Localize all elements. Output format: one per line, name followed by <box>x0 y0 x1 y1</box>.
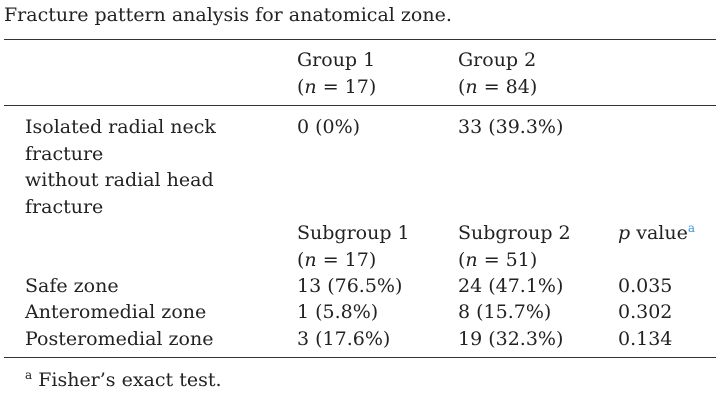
subgroup1-n-open: ( <box>297 248 305 271</box>
subgroup1-label: Subgroup 1 <box>297 222 410 244</box>
p-value-text: value <box>630 222 688 244</box>
table-row-label: Anteromedial zone <box>25 301 207 323</box>
subgroup2-n-open: ( <box>458 248 466 271</box>
subgroup1-n: (n = 17) <box>297 247 410 274</box>
table-row-sub2: 24 (47.1%) <box>458 275 564 297</box>
group1-n: (n = 17) <box>297 74 376 101</box>
isolated-row-label: Isolated radial neck fracture without ra… <box>25 114 216 220</box>
table-row-sub2: 19 (32.3%) <box>458 328 564 350</box>
footnote-marker: a <box>25 368 33 382</box>
group1-n-value: = 17) <box>316 75 377 98</box>
table-row-p: 0.302 <box>618 301 673 323</box>
bottom-rule <box>4 357 716 358</box>
group2-n-value: = 84) <box>477 75 538 98</box>
table-footnote: a Fisher’s exact test. <box>25 367 222 393</box>
p-value-header: p valuea <box>618 220 695 247</box>
group2-header: Group 2 (n = 84) <box>458 47 537 100</box>
subgroup2-n: (n = 51) <box>458 247 571 274</box>
footnote-text: Fisher’s exact test. <box>32 369 222 391</box>
isolated-group1-value: 0 (0%) <box>297 116 361 138</box>
table-row-sub1: 3 (17.6%) <box>297 328 391 350</box>
header-rule <box>4 105 716 106</box>
group1-n-open: ( <box>297 75 305 98</box>
group1-header: Group 1 (n = 17) <box>297 47 376 100</box>
p-value-var: p <box>618 222 631 244</box>
group2-label: Group 2 <box>458 49 537 71</box>
table-row-p: 0.035 <box>618 275 673 297</box>
top-rule <box>4 39 716 40</box>
table-row-label: Posteromedial zone <box>25 328 214 350</box>
isolated-label-line-4: fracture <box>25 195 104 218</box>
group2-n-open: ( <box>458 75 466 98</box>
group2-n-var: n <box>465 75 478 98</box>
subgroup2-header: Subgroup 2 (n = 51) <box>458 220 571 273</box>
subgroup2-label: Subgroup 2 <box>458 222 571 244</box>
table-row-p: 0.134 <box>618 328 673 350</box>
footnote-marker-link[interactable]: a <box>687 221 695 235</box>
group1-label: Group 1 <box>297 49 376 71</box>
subgroup1-header: Subgroup 1 (n = 17) <box>297 220 410 273</box>
group2-n: (n = 84) <box>458 74 537 101</box>
table-row-sub2: 8 (15.7%) <box>458 301 552 323</box>
isolated-label-line-2: fracture <box>25 142 104 165</box>
subgroup1-n-value: = 17) <box>316 248 377 271</box>
subgroup1-n-var: n <box>304 248 317 271</box>
table-caption: Fracture pattern analysis for anatomical… <box>4 4 452 26</box>
table-row-sub1: 13 (76.5%) <box>297 275 403 297</box>
isolated-label-line-1: Isolated radial neck <box>25 116 216 138</box>
group1-n-var: n <box>304 75 317 98</box>
isolated-label-line-3: without radial head <box>25 169 214 191</box>
table-row-sub1: 1 (5.8%) <box>297 301 379 323</box>
isolated-group2-value: 33 (39.3%) <box>458 116 564 138</box>
table-row-label: Safe zone <box>25 275 119 297</box>
subgroup2-n-var: n <box>465 248 478 271</box>
subgroup2-n-value: = 51) <box>477 248 538 271</box>
